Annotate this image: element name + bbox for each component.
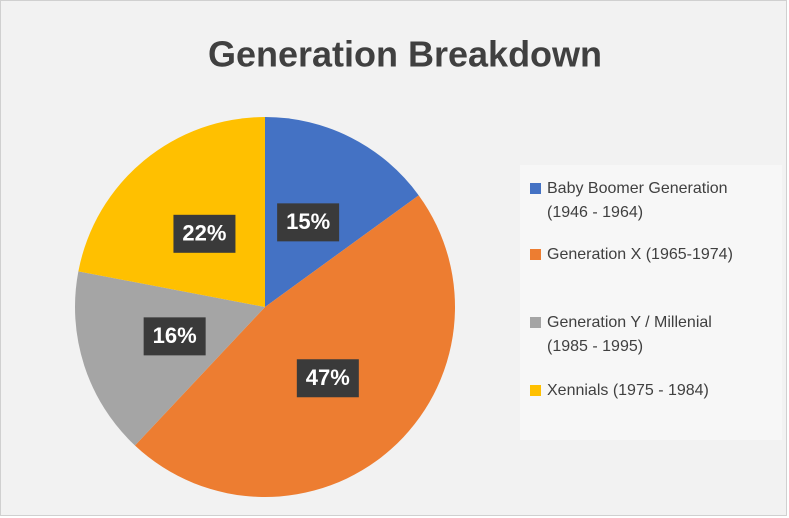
legend-swatch	[530, 183, 541, 194]
data-label-box	[277, 203, 340, 242]
legend-label: Baby Boomer Generation (1946 - 1964)	[547, 180, 728, 221]
legend-entry: Baby Boomer Generation (1946 - 1964)	[530, 177, 774, 225]
chart-title: Generation Breakdown	[208, 34, 602, 75]
legend-label: Xennials (1975 - 1984)	[547, 382, 709, 399]
pie-slice	[78, 117, 266, 307]
data-label: 15%	[286, 209, 330, 234]
pie-slice	[134, 195, 456, 497]
legend-entry: Generation Y / Millenial (1985 - 1995)	[530, 311, 774, 359]
data-label: 22%	[182, 221, 226, 246]
legend-swatch	[530, 249, 541, 260]
data-label-box	[296, 359, 359, 398]
legend-swatch	[530, 317, 541, 328]
pie-slice	[75, 271, 266, 446]
legend-label: Generation Y / Millenial (1985 - 1995)	[547, 314, 712, 355]
data-label-box	[173, 214, 236, 253]
data-label: 16%	[153, 323, 197, 348]
legend-swatch	[530, 385, 541, 396]
legend-label: Generation X (1965-1974)	[547, 246, 733, 263]
pie-slice	[265, 117, 419, 307]
legend-entry: Generation X (1965-1974)	[530, 243, 774, 267]
legend-entry: Xennials (1975 - 1984)	[530, 379, 774, 403]
legend: Baby Boomer Generation (1946 - 1964) Gene…	[520, 165, 782, 440]
data-label: 47%	[306, 365, 350, 390]
data-label-box	[143, 317, 206, 356]
